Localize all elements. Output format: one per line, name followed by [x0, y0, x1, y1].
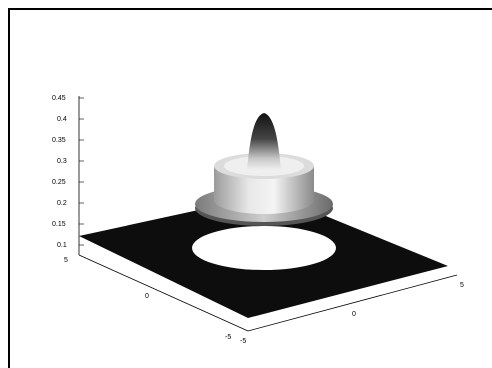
- z-tick-label: 0.4: [57, 116, 67, 123]
- central-peak: [247, 113, 281, 170]
- z-tick-label: 0.3: [57, 158, 67, 165]
- z-ticks: [79, 97, 84, 246]
- hole: [192, 226, 336, 270]
- y-tick-label: 0: [145, 293, 149, 300]
- x-axis-line: [247, 274, 458, 332]
- z-tick-label: 0.25: [52, 179, 66, 186]
- z-tick-label: 0.45: [52, 95, 66, 102]
- x-tick-label: -5: [240, 338, 246, 345]
- z-tick-label: 0.2: [57, 200, 67, 207]
- y-tick-label: -5: [225, 334, 231, 341]
- y-tick-label: 5: [64, 257, 68, 264]
- y-axis-line: [78, 254, 249, 332]
- z-tick-label: 0.35: [52, 137, 66, 144]
- x-tick-label: 5: [460, 282, 464, 289]
- z-tick-label: 0.1: [57, 242, 67, 249]
- plateau-side: [214, 166, 314, 214]
- z-tick-label: 0.15: [52, 221, 66, 228]
- x-tick-label: 0: [352, 311, 356, 318]
